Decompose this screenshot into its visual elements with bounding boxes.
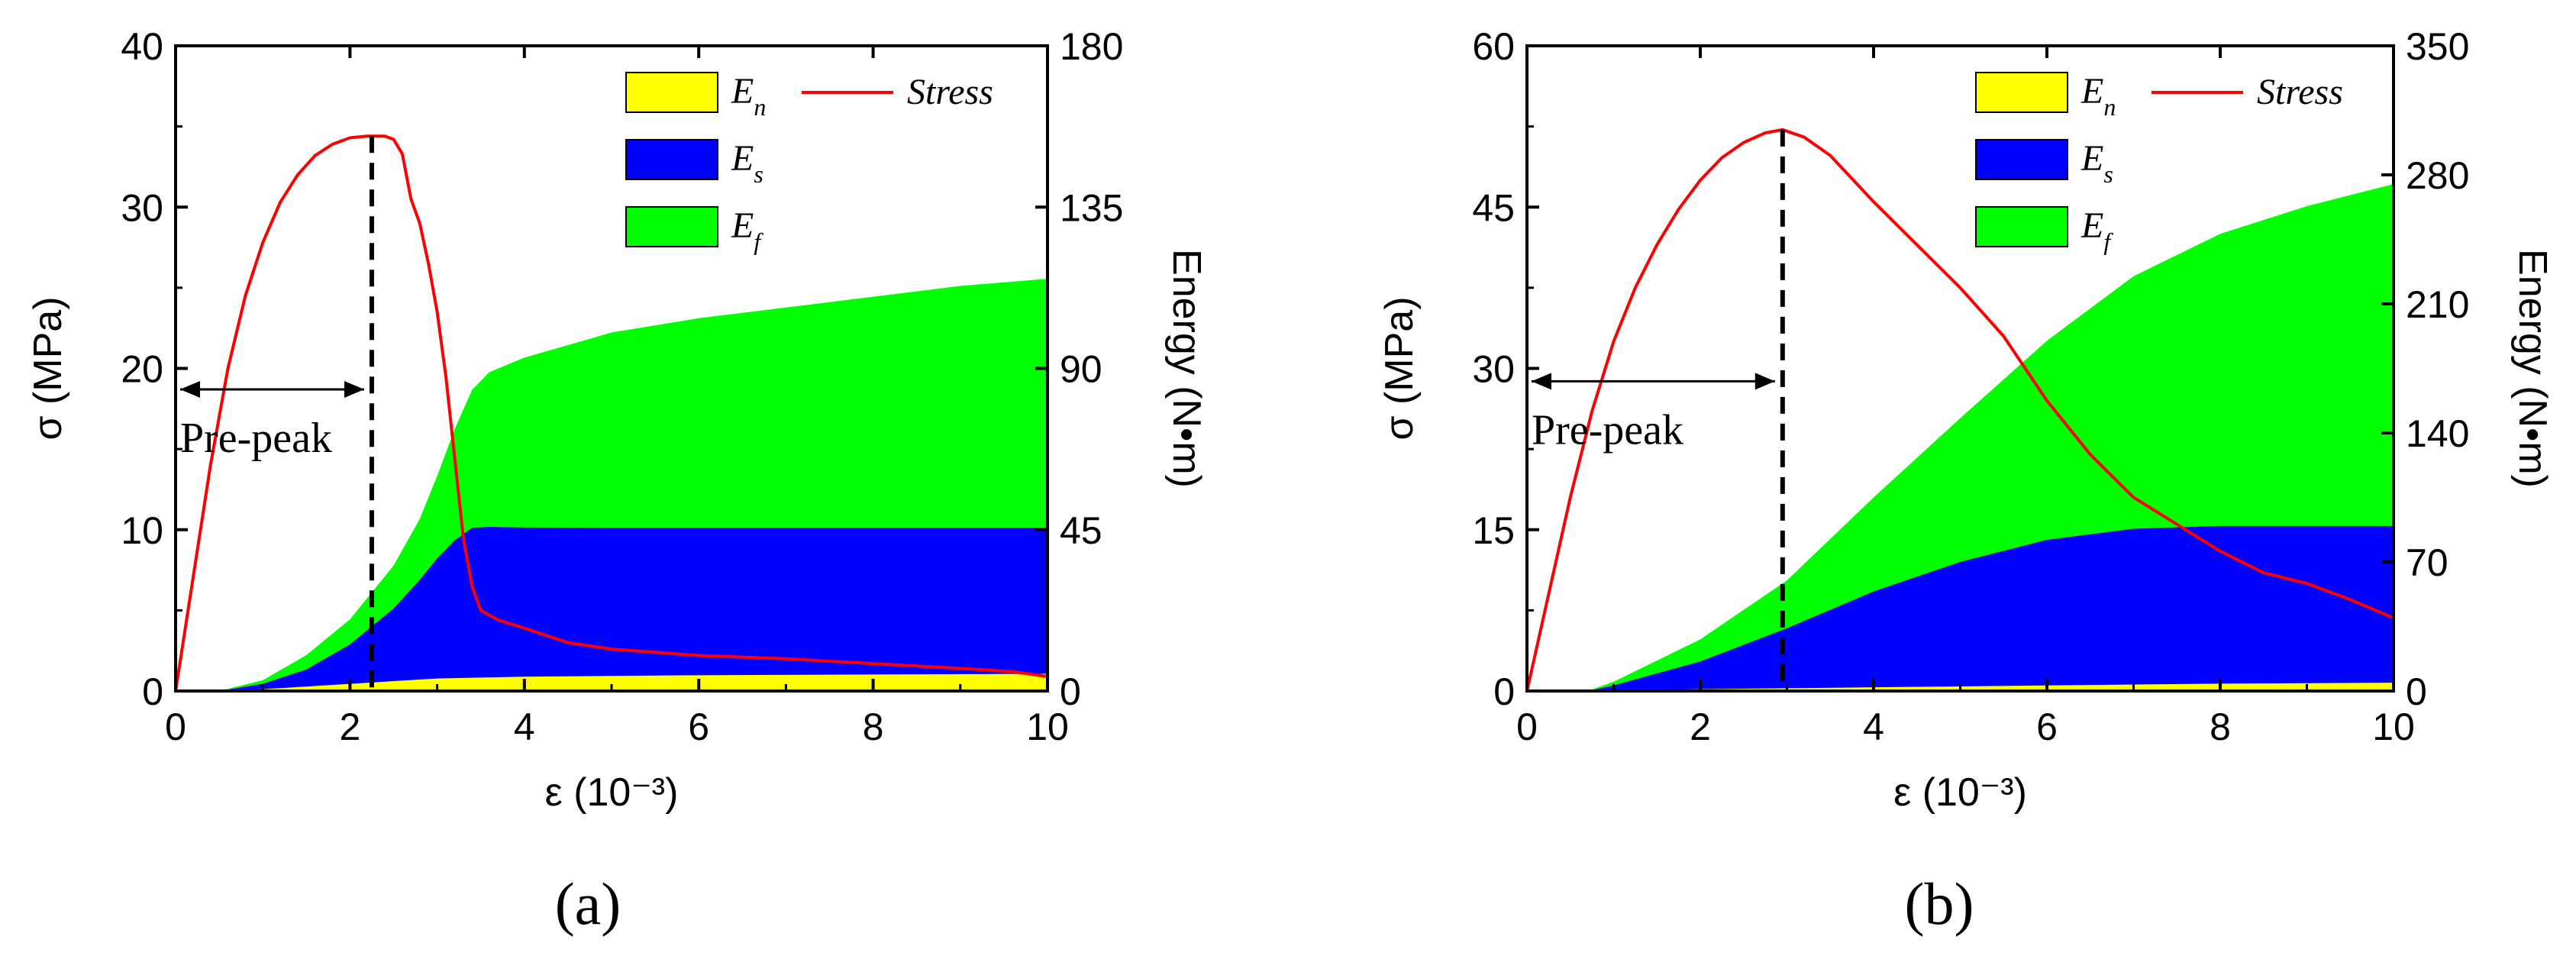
pre-peak-label: Pre-peak xyxy=(180,415,332,462)
y-tick-label: 0 xyxy=(142,670,163,713)
x-tick-label: 10 xyxy=(2372,706,2415,748)
y2-tick-label: 140 xyxy=(2406,412,2469,455)
y2-tick-label: 180 xyxy=(1060,25,1123,68)
x-axis-label: ε (10⁻³) xyxy=(545,770,679,815)
arrow-head-left xyxy=(180,380,200,398)
x-tick-label: 10 xyxy=(1026,706,1069,748)
x-tick-label: 0 xyxy=(165,706,186,748)
legend: En Es Ef Stress xyxy=(625,71,993,255)
legend-label-es: Es xyxy=(2080,138,2113,188)
y-axis-label: σ (MPa) xyxy=(1377,296,1422,440)
y2-tick-label: 210 xyxy=(2406,283,2469,326)
x-tick-label: 4 xyxy=(1863,706,1884,748)
y2-tick-label: 0 xyxy=(2406,670,2427,713)
y2-axis-label: Energy (N•m) xyxy=(1164,249,1209,488)
y2-tick-label: 0 xyxy=(1060,670,1081,713)
panel-label: (b) xyxy=(1905,870,1974,937)
x-tick-label: 2 xyxy=(1690,706,1711,748)
x-tick-label: 6 xyxy=(2036,706,2058,748)
y-tick-label: 20 xyxy=(121,348,163,391)
panel-label: (a) xyxy=(555,870,621,937)
y-tick-label: 30 xyxy=(121,186,163,229)
legend-label-en: En xyxy=(2080,71,2116,121)
x-tick-label: 2 xyxy=(339,706,360,748)
arrow-head-right xyxy=(344,380,364,398)
y2-tick-label: 45 xyxy=(1060,509,1102,552)
area-es xyxy=(176,526,1048,691)
y-tick-label: 0 xyxy=(1493,670,1515,713)
y-tick-label: 30 xyxy=(1472,348,1515,391)
x-tick-label: 8 xyxy=(863,706,884,748)
legend-label-en: En xyxy=(731,71,766,121)
y2-tick-label: 135 xyxy=(1060,186,1123,229)
x-tick-label: 4 xyxy=(514,706,535,748)
legend-swatch-en xyxy=(625,72,718,113)
x-tick-label: 8 xyxy=(2210,706,2231,748)
y2-tick-label: 70 xyxy=(2406,541,2448,584)
stress-line xyxy=(176,134,1048,691)
legend-swatch-en xyxy=(1975,72,2068,113)
arrow-head-left xyxy=(1532,373,1551,390)
arrow-head-right xyxy=(1754,373,1775,390)
area-en xyxy=(176,673,1048,691)
y-tick-label: 40 xyxy=(121,25,163,68)
y-tick-label: 45 xyxy=(1472,186,1515,229)
y-tick-label: 15 xyxy=(1472,509,1515,552)
legend-swatch-ef xyxy=(1975,206,2068,247)
y2-tick-label: 280 xyxy=(2406,154,2469,197)
y2-tick-label: 350 xyxy=(2406,25,2469,68)
legend-swatch-es xyxy=(1975,139,2068,180)
legend-label-ef: Ef xyxy=(731,205,763,255)
legend-label-ef: Ef xyxy=(2080,205,2113,255)
y-tick-label: 10 xyxy=(121,509,163,552)
legend: En Es Ef Stress xyxy=(1975,71,2343,255)
x-tick-label: 6 xyxy=(688,706,709,748)
y2-axis-label: Energy (N•m) xyxy=(2510,249,2555,488)
legend-label-es: Es xyxy=(731,138,763,188)
pre-peak-label: Pre-peak xyxy=(1532,406,1683,454)
legend-label-stress: Stress xyxy=(907,72,993,112)
x-axis-label: ε (10⁻³) xyxy=(1893,770,2027,815)
legend-label-stress: Stress xyxy=(2257,72,2343,112)
legend-swatch-ef xyxy=(625,206,718,247)
y-axis-label: σ (MPa) xyxy=(26,296,70,440)
y-tick-label: 60 xyxy=(1472,25,1515,68)
stress-line xyxy=(1527,128,2394,691)
plot-area xyxy=(176,134,1048,691)
x-tick-label: 0 xyxy=(1516,706,1538,748)
area-es xyxy=(1527,525,2394,691)
legend-swatch-es xyxy=(625,139,718,180)
y2-tick-label: 90 xyxy=(1060,348,1102,391)
